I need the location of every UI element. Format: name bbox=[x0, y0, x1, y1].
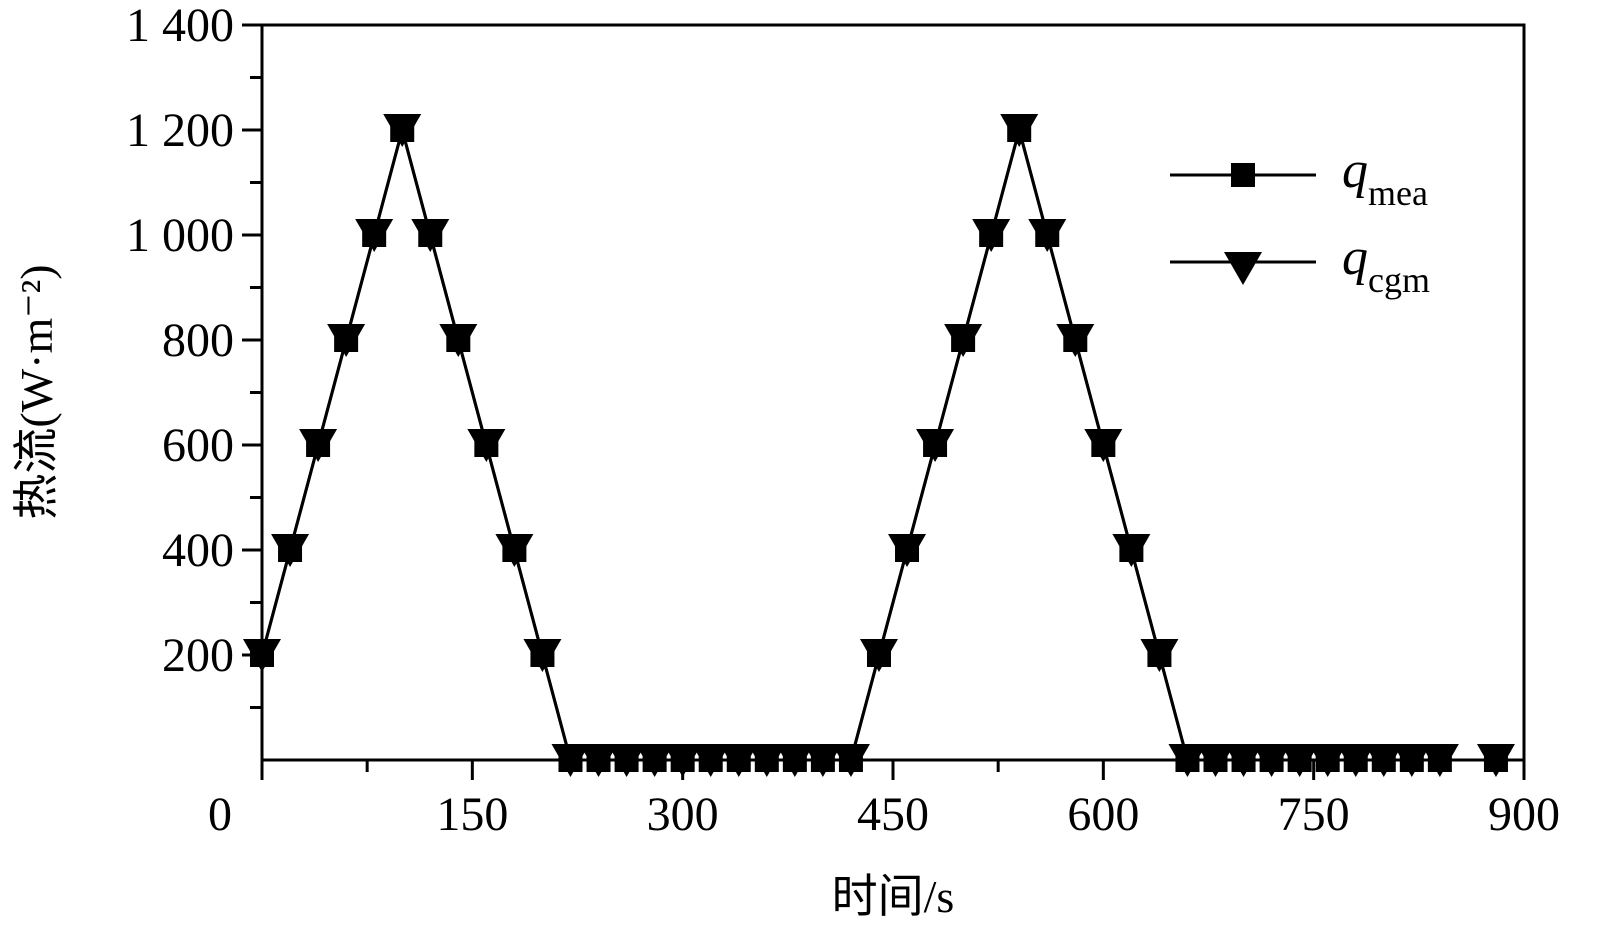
marker-triangle bbox=[747, 744, 786, 777]
y-tick-label: 400 bbox=[162, 524, 234, 577]
marker-triangle bbox=[1056, 324, 1095, 357]
marker-triangle bbox=[439, 324, 478, 357]
marker-triangle bbox=[1336, 744, 1375, 777]
marker-triangle bbox=[1280, 744, 1319, 777]
y-tick-label: 800 bbox=[162, 314, 234, 367]
legend-item: qcgm bbox=[1170, 229, 1430, 300]
marker-triangle bbox=[1476, 744, 1515, 777]
plot-frame bbox=[260, 23, 1526, 762]
x-axis-title: 时间/s bbox=[832, 871, 955, 922]
y-tick-label: 1 400 bbox=[126, 0, 234, 52]
marker-triangle bbox=[663, 744, 702, 777]
marker-triangle bbox=[635, 744, 674, 777]
marker-triangle bbox=[859, 639, 898, 672]
legend-subscript: cgm bbox=[1368, 260, 1430, 300]
x-tick-label: 300 bbox=[647, 788, 719, 841]
marker-square bbox=[1231, 163, 1255, 187]
marker-triangle bbox=[271, 534, 310, 567]
marker-triangle bbox=[467, 429, 506, 462]
marker-triangle bbox=[691, 744, 730, 777]
y-axis-title: 热流(W·m⁻²) bbox=[11, 264, 62, 519]
marker-triangle bbox=[1364, 744, 1403, 777]
marker-triangle bbox=[299, 429, 338, 462]
marker-triangle bbox=[1252, 744, 1291, 777]
marker-triangle bbox=[1224, 252, 1262, 285]
y-tick-label: 200 bbox=[162, 629, 234, 682]
legend-item: qmea bbox=[1170, 142, 1428, 213]
marker-triangle bbox=[1028, 219, 1067, 252]
marker-triangle bbox=[831, 744, 870, 777]
legend-symbol: q bbox=[1342, 229, 1368, 286]
marker-triangle bbox=[1140, 639, 1179, 672]
marker-triangle bbox=[1000, 114, 1039, 147]
marker-triangle bbox=[803, 744, 842, 777]
marker-triangle bbox=[579, 744, 618, 777]
x-tick-label: 750 bbox=[1278, 788, 1350, 841]
marker-triangle bbox=[1308, 744, 1347, 777]
legend-text: qcgm bbox=[1342, 229, 1430, 300]
marker-triangle bbox=[1084, 429, 1123, 462]
marker-triangle bbox=[383, 114, 422, 147]
x-tick-label: 150 bbox=[436, 788, 508, 841]
marker-triangle bbox=[607, 744, 646, 777]
marker-triangle bbox=[1224, 744, 1263, 777]
legend-text: qmea bbox=[1342, 142, 1428, 213]
y-tick-label: 600 bbox=[162, 419, 234, 472]
marker-triangle bbox=[551, 744, 590, 777]
marker-triangle bbox=[972, 219, 1011, 252]
marker-triangle bbox=[495, 534, 534, 567]
marker-triangle bbox=[1168, 744, 1207, 777]
x-tick-label: 0 bbox=[208, 788, 232, 841]
marker-triangle bbox=[243, 639, 281, 672]
legend-subscript: mea bbox=[1368, 173, 1428, 213]
marker-triangle bbox=[523, 639, 562, 672]
y-tick-label: 1 000 bbox=[126, 209, 234, 262]
marker-triangle bbox=[355, 219, 394, 252]
x-tick-label: 900 bbox=[1488, 788, 1560, 841]
marker-triangle bbox=[1420, 744, 1459, 777]
legend-symbol: q bbox=[1342, 142, 1368, 199]
marker-triangle bbox=[916, 429, 955, 462]
y-tick-label: 1 200 bbox=[126, 104, 234, 157]
marker-triangle bbox=[888, 534, 927, 567]
x-tick-label: 600 bbox=[1067, 788, 1139, 841]
x-tick-label: 450 bbox=[857, 788, 929, 841]
marker-triangle bbox=[411, 219, 450, 252]
marker-triangle bbox=[327, 324, 366, 357]
marker-triangle bbox=[1392, 744, 1431, 777]
marker-triangle bbox=[1196, 744, 1235, 777]
marker-triangle bbox=[719, 744, 758, 777]
marker-triangle bbox=[1112, 534, 1151, 567]
marker-triangle bbox=[775, 744, 814, 777]
marker-triangle bbox=[944, 324, 983, 357]
